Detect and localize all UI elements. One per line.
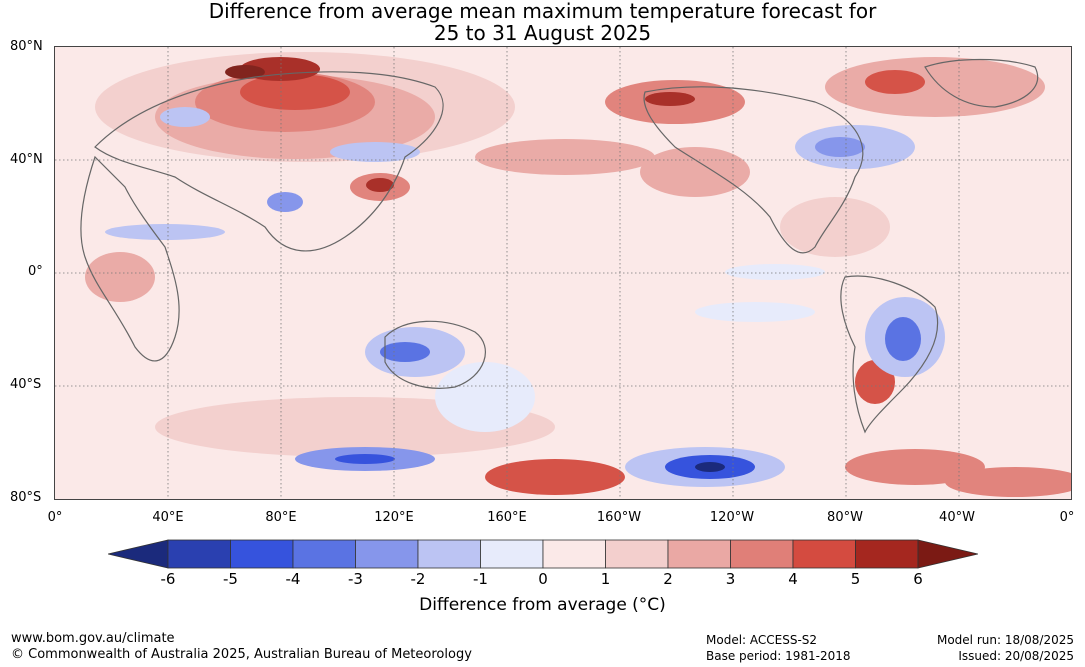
warm-region-siberia-peak <box>225 65 265 79</box>
coastline-eurasia <box>94 71 444 252</box>
colorbar-tick-label: -4 <box>285 570 301 588</box>
warm-region-south-atlantic <box>845 449 985 485</box>
colorbar-swatches <box>108 539 978 569</box>
map-title-line-2: 25 to 31 August 2025 <box>433 21 652 45</box>
cool-region-north-america-core <box>815 137 865 157</box>
warm-region-north-pacific <box>475 139 655 175</box>
lon-label-160w: 160°W <box>596 510 642 525</box>
cool-region-southern-indian-core <box>335 454 395 464</box>
lon-label-120e: 120°E <box>374 510 414 525</box>
colorbar-swatch <box>605 539 669 569</box>
colorbar-swatch <box>355 539 419 569</box>
warm-region-southern-ocean-nz <box>485 459 625 495</box>
graticule <box>55 47 1071 499</box>
lon-label-80e: 80°E <box>265 510 297 525</box>
temperature-anomaly-map <box>54 46 1072 500</box>
colorbar-tick-label: -2 <box>410 570 426 588</box>
cool-region-southern-pacific-peak <box>695 462 725 472</box>
colorbar-tick-label: 1 <box>600 570 611 588</box>
lon-label-40w: 40°W <box>939 510 975 525</box>
colorbar-swatch <box>292 539 356 569</box>
cool-region-arabian-sea <box>105 224 225 240</box>
colorbar-tick-label: 4 <box>788 570 798 588</box>
coastline-south-america <box>840 275 939 434</box>
colorbar-arrow-high <box>917 539 978 569</box>
colorbar-swatch <box>855 539 919 569</box>
anomaly-regions <box>55 47 1071 499</box>
map-canvas <box>55 47 1071 499</box>
colorbar-swatch <box>417 539 481 569</box>
lon-label-160e: 160°E <box>487 510 527 525</box>
cool-region-tasman <box>435 362 535 432</box>
footer-issued: Issued: 20/08/2025 <box>958 649 1074 663</box>
cool-region-south-america-core <box>885 317 921 361</box>
colorbar-swatch <box>667 539 731 569</box>
colorbar-tick-label: -5 <box>223 570 238 588</box>
colorbar-tick-label: -3 <box>348 570 363 588</box>
warm-region-china-core <box>366 178 394 192</box>
lat-label-80s: 80°S <box>10 490 42 505</box>
coastline-africa <box>80 155 180 362</box>
cool-region-equatorial-pacific <box>725 264 825 280</box>
colorbar-swatch <box>730 539 794 569</box>
cool-region-caspian <box>160 107 210 127</box>
colorbar-tick-label: 5 <box>850 570 861 588</box>
colorbar-arrow-low <box>108 539 169 569</box>
footer-copyright: © Commonwealth of Australia 2025, Austra… <box>11 647 472 662</box>
lat-label-40n: 40°N <box>10 152 43 167</box>
lat-label-equator: 0° <box>28 264 43 279</box>
colorbar-tick-label: 2 <box>663 570 673 588</box>
coastline-greenland <box>924 58 1039 108</box>
footer-website: www.bom.gov.au/climate <box>11 631 175 646</box>
colorbar-swatch <box>230 539 294 569</box>
footer-model-run: Model run: 18/08/2025 <box>936 633 1074 647</box>
colorbar-swatch <box>480 539 544 569</box>
lon-label-120w: 120°W <box>709 510 755 525</box>
map-title-line-1: Difference from average mean maximum tem… <box>208 0 877 23</box>
footer-model: Model: ACCESS-S2 <box>706 633 818 647</box>
warm-region-southern-ocean-east <box>945 467 1071 497</box>
colorbar-tick-label: 0 <box>538 570 548 588</box>
warm-region-siberia <box>240 74 350 110</box>
coastline-north-america <box>643 86 864 254</box>
coastline-australia <box>384 320 486 389</box>
warm-region-alaska-core <box>645 92 695 106</box>
warm-region-canada-arctic <box>865 70 925 94</box>
colorbar-tick-label: 3 <box>725 570 736 588</box>
warm-region-pacific-east <box>640 147 750 197</box>
coastlines <box>80 58 1039 434</box>
colorbar-tick-label: 6 <box>913 570 923 588</box>
lon-label-0-right: 0° <box>1059 510 1075 525</box>
colorbar-swatch <box>542 539 606 569</box>
cool-region-south-pacific-band <box>695 302 815 322</box>
cool-region-central-asia <box>330 142 420 162</box>
colorbar-label: Difference from average (°C) <box>419 595 666 615</box>
colorbar <box>108 539 978 569</box>
cool-region-india <box>267 192 303 212</box>
colorbar-tick-label: -6 <box>160 570 176 588</box>
lon-label-0-left: 0° <box>47 510 63 525</box>
footer-base-period: Base period: 1981-2018 <box>706 649 851 663</box>
warm-region-us-south <box>780 197 890 257</box>
cool-regions <box>105 107 945 487</box>
warm-region-greenland <box>825 57 1045 117</box>
colorbar-tick-label: -1 <box>473 570 488 588</box>
lat-label-40s: 40°S <box>10 377 42 392</box>
colorbar-swatch <box>792 539 856 569</box>
warm-region-west-africa <box>85 252 155 302</box>
colorbar-swatch <box>167 539 231 569</box>
lon-label-40e: 40°E <box>152 510 184 525</box>
lat-label-80n: 80°N <box>10 39 43 54</box>
cool-region-australia-core <box>380 342 430 362</box>
lon-label-80w: 80°W <box>827 510 863 525</box>
